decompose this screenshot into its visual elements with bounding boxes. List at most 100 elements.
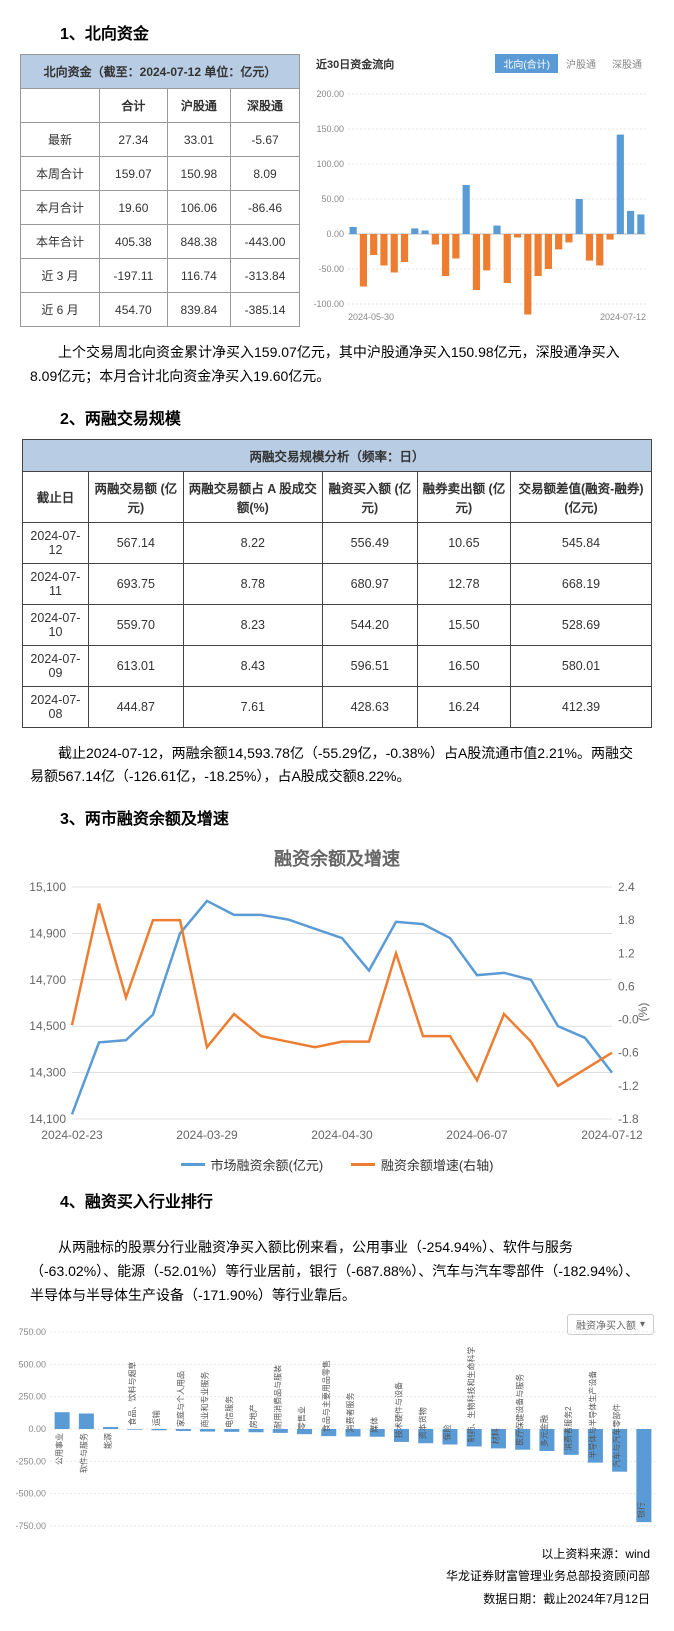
svg-text:2024-07-12: 2024-07-12 (581, 1128, 643, 1142)
svg-text:14,500: 14,500 (29, 1019, 66, 1033)
section4-heading: 4、融资买入行业排行 (0, 1178, 674, 1222)
svg-text:2024-03-29: 2024-03-29 (176, 1128, 238, 1142)
tbl2-col-header: 交易额差值(融资-融券)(亿元) (511, 471, 652, 522)
legend-item-1: 市场融资余额(亿元) (181, 1155, 324, 1174)
legend-swatch-1 (181, 1163, 205, 1166)
svg-text:0.00: 0.00 (28, 1424, 46, 1434)
svg-text:公用事业: 公用事业 (54, 1433, 64, 1465)
table-cell: 27.34 (100, 123, 168, 157)
chart4-badge[interactable]: 融资净买入额 ▾ (567, 1314, 654, 1335)
table-cell: 10.65 (417, 522, 510, 563)
chevron-down-icon: ▾ (640, 1319, 645, 1330)
table-cell: 本周合计 (21, 157, 100, 191)
table-cell: 567.14 (88, 522, 183, 563)
tbl2-col-header: 两融交易额占 A 股成交额(%) (183, 471, 322, 522)
table-row: 2024-07-11693.758.78680.9712.78668.19 (23, 563, 652, 604)
section1-heading: 1、北向资金 (0, 10, 674, 54)
svg-text:商业和专业服务: 商业和专业服务 (200, 1371, 210, 1427)
svg-text:家庭与个人用品: 家庭与个人用品 (175, 1371, 185, 1427)
svg-text:-750.00: -750.00 (15, 1521, 46, 1531)
chart-30day: 近30日资金流向 北向(合计)沪股通深股通 -100.00-50.000.005… (310, 54, 654, 327)
svg-text:15,100: 15,100 (29, 880, 66, 894)
svg-text:100.00: 100.00 (316, 159, 344, 169)
svg-text:多元金融: 多元金融 (539, 1415, 549, 1447)
table-row: 本月合计19.60106.06-86.46 (21, 191, 300, 225)
chart3: 融资余额及增速 14,10014,30014,50014,70014,90015… (17, 839, 657, 1178)
table-cell: 116.74 (167, 259, 230, 293)
svg-text:(%): (%) (636, 1003, 650, 1022)
table-cell: 近 6 月 (21, 293, 100, 327)
table-cell: 16.50 (417, 645, 510, 686)
section3-heading: 3、两市融资余额及增速 (0, 795, 674, 839)
svg-text:-100.00: -100.00 (313, 299, 344, 309)
table-cell: -197.11 (100, 259, 168, 293)
svg-text:房地产: 房地产 (248, 1404, 258, 1428)
svg-text:0.6: 0.6 (618, 980, 635, 994)
footer-source: 以上资料来源：wind (0, 1543, 650, 1566)
svg-text:-1.2: -1.2 (618, 1079, 639, 1093)
section1-paragraph: 上个交易周北向资金累计净买入159.07亿元，其中沪股通净买入150.98亿元，… (0, 327, 674, 395)
svg-text:14,700: 14,700 (29, 973, 66, 987)
table-row: 本周合计159.07150.988.09 (21, 157, 300, 191)
svg-text:技术硬件与设备: 技术硬件与设备 (393, 1382, 403, 1438)
table-cell: -443.00 (231, 225, 300, 259)
chart30-tab[interactable]: 深股通 (604, 54, 650, 73)
chart4: 融资净买入额 ▾ -750.00-500.00-250.000.00250.00… (10, 1314, 664, 1537)
table-cell: 15.50 (417, 604, 510, 645)
section2-heading: 2、两融交易规模 (0, 395, 674, 439)
svg-text:汽车与汽车零部件: 汽车与汽车零部件 (612, 1403, 622, 1467)
svg-text:医疗保健设备与服务: 医疗保健设备与服务 (515, 1373, 525, 1445)
table-cell: 19.60 (100, 191, 168, 225)
svg-text:2024-06-07: 2024-06-07 (446, 1128, 508, 1142)
chart30-tab[interactable]: 沪股通 (558, 54, 604, 73)
footer-date: 数据日期：截止2024年7月12日 (0, 1588, 650, 1611)
table-cell: -5.67 (231, 123, 300, 157)
svg-text:资本货物: 资本货物 (418, 1407, 428, 1439)
table-cell: -385.14 (231, 293, 300, 327)
svg-text:零售业: 零售业 (297, 1406, 307, 1430)
table-cell: 693.75 (88, 563, 183, 604)
table-cell: 2024-07-09 (23, 645, 89, 686)
table-cell: 本月合计 (21, 191, 100, 225)
legend-swatch-2 (351, 1163, 375, 1166)
svg-text:2024-04-30: 2024-04-30 (311, 1128, 373, 1142)
legend-label-2: 融资余额增速(右轴) (381, 1155, 494, 1174)
svg-text:2024-07-12: 2024-07-12 (600, 312, 646, 322)
table-row: 本年合计405.38848.38-443.00 (21, 225, 300, 259)
svg-text:-1.8: -1.8 (618, 1112, 639, 1126)
table-cell: 8.09 (231, 157, 300, 191)
svg-text:-0.6: -0.6 (618, 1046, 639, 1060)
table-cell: 8.78 (183, 563, 322, 604)
svg-text:电信服务: 电信服务 (224, 1395, 234, 1427)
svg-text:14,100: 14,100 (29, 1112, 66, 1126)
legend-item-2: 融资余额增速(右轴) (351, 1155, 494, 1174)
svg-text:200.00: 200.00 (316, 89, 344, 99)
table-cell: 405.38 (100, 225, 168, 259)
svg-text:制药、生物科技和生命科学: 制药、生物科技和生命科学 (466, 1346, 476, 1442)
table-cell: 8.43 (183, 645, 322, 686)
table-cell: 8.22 (183, 522, 322, 563)
svg-text:500.00: 500.00 (18, 1359, 46, 1369)
table-row: 最新27.3433.01-5.67 (21, 123, 300, 157)
table-cell: -313.84 (231, 259, 300, 293)
svg-text:750.00: 750.00 (18, 1327, 46, 1337)
chart3-legend: 市场融资余额(亿元) 融资余额增速(右轴) (17, 1150, 657, 1178)
northbound-table: 北向资金（截至：2024-07-12 单位：亿元） 合计沪股通深股通 最新27.… (20, 54, 300, 327)
chart4-badge-label: 融资净买入额 (576, 1317, 636, 1332)
table-cell: 12.78 (417, 563, 510, 604)
table-cell: 444.87 (88, 686, 183, 727)
table-row: 2024-07-08444.877.61428.6316.24412.39 (23, 686, 652, 727)
table-cell: 2024-07-12 (23, 522, 89, 563)
table-cell: 412.39 (511, 686, 652, 727)
tbl2-title: 两融交易规模分析（频率：日） (23, 439, 652, 471)
table-cell: 7.61 (183, 686, 322, 727)
tbl1-title: 北向资金（截至：2024-07-12 单位：亿元） (21, 55, 300, 89)
chart30-tab[interactable]: 北向(合计) (495, 54, 558, 73)
table-cell: 2024-07-11 (23, 563, 89, 604)
svg-text:0.00: 0.00 (326, 229, 344, 239)
svg-text:媒体: 媒体 (369, 1416, 379, 1432)
table-cell: -86.46 (231, 191, 300, 225)
table-row: 近 6 月454.70839.84-385.14 (21, 293, 300, 327)
svg-text:2024-05-30: 2024-05-30 (348, 312, 394, 322)
section2-paragraph: 截止2024-07-12，两融余额14,593.78亿（-55.29亿，-0.3… (0, 728, 674, 796)
